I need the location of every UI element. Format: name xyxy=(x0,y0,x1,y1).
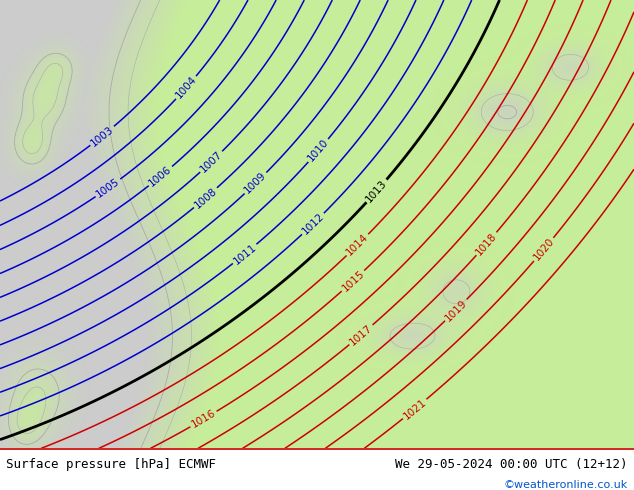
Text: 1009: 1009 xyxy=(243,171,268,196)
Text: 1013: 1013 xyxy=(364,178,389,204)
Text: 1015: 1015 xyxy=(340,269,366,294)
Text: 1007: 1007 xyxy=(198,149,224,174)
Text: 1011: 1011 xyxy=(231,242,258,266)
Text: 1006: 1006 xyxy=(147,164,174,189)
Text: 1021: 1021 xyxy=(401,397,428,421)
Text: 1003: 1003 xyxy=(89,124,115,148)
Text: 1018: 1018 xyxy=(474,231,499,257)
Text: 1005: 1005 xyxy=(94,176,122,199)
Text: We 29-05-2024 00:00 UTC (12+12): We 29-05-2024 00:00 UTC (12+12) xyxy=(395,458,628,471)
Text: 1004: 1004 xyxy=(174,74,198,101)
Text: ©weatheronline.co.uk: ©weatheronline.co.uk xyxy=(503,480,628,490)
Text: 1016: 1016 xyxy=(190,408,217,430)
Text: 1010: 1010 xyxy=(306,137,331,164)
Text: 1012: 1012 xyxy=(300,211,326,237)
Text: 1019: 1019 xyxy=(443,297,469,323)
Text: 1008: 1008 xyxy=(192,185,219,210)
Text: 1014: 1014 xyxy=(345,232,370,258)
Text: 1017: 1017 xyxy=(347,322,374,347)
Text: Surface pressure [hPa] ECMWF: Surface pressure [hPa] ECMWF xyxy=(6,458,216,471)
Text: 1020: 1020 xyxy=(531,236,556,263)
